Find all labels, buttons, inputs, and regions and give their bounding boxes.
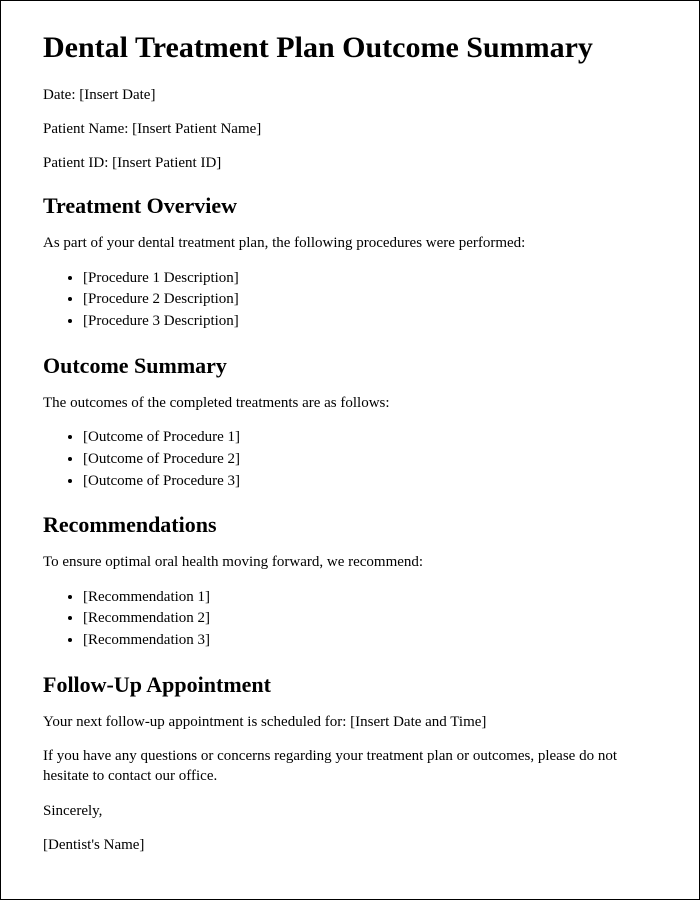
followup-contact-line: If you have any questions or concerns re… <box>43 746 657 787</box>
treatment-overview-intro: As part of your dental treatment plan, t… <box>43 233 657 253</box>
date-label: Date: <box>43 87 79 103</box>
followup-heading: Follow-Up Appointment <box>43 672 657 698</box>
patient-name-label: Patient Name: <box>43 121 132 137</box>
list-item: [Outcome of Procedure 1] <box>83 427 657 449</box>
recommendations-intro: To ensure optimal oral health moving for… <box>43 552 657 572</box>
patient-name-value: [Insert Patient Name] <box>132 121 261 137</box>
patient-id-value: [Insert Patient ID] <box>112 155 221 171</box>
treatment-overview-heading: Treatment Overview <box>43 193 657 219</box>
outcome-summary-intro: The outcomes of the completed treatments… <box>43 393 657 413</box>
outcome-summary-list: [Outcome of Procedure 1] [Outcome of Pro… <box>43 427 657 492</box>
treatment-overview-list: [Procedure 1 Description] [Procedure 2 D… <box>43 268 657 333</box>
recommendations-heading: Recommendations <box>43 512 657 538</box>
page-title: Dental Treatment Plan Outcome Summary <box>43 29 657 67</box>
outcome-summary-heading: Outcome Summary <box>43 353 657 379</box>
patient-id-line: Patient ID: [Insert Patient ID] <box>43 153 657 173</box>
list-item: [Outcome of Procedure 3] <box>83 471 657 493</box>
list-item: [Procedure 2 Description] <box>83 289 657 311</box>
document-page: Dental Treatment Plan Outcome Summary Da… <box>0 0 700 900</box>
date-line: Date: [Insert Date] <box>43 85 657 105</box>
list-item: [Outcome of Procedure 2] <box>83 449 657 471</box>
recommendations-list: [Recommendation 1] [Recommendation 2] [R… <box>43 587 657 652</box>
list-item: [Recommendation 2] <box>83 608 657 630</box>
patient-name-line: Patient Name: [Insert Patient Name] <box>43 119 657 139</box>
list-item: [Procedure 1 Description] <box>83 268 657 290</box>
list-item: [Procedure 3 Description] <box>83 311 657 333</box>
followup-schedule-line: Your next follow-up appointment is sched… <box>43 712 657 732</box>
date-value: [Insert Date] <box>79 87 155 103</box>
closing-line: Sincerely, <box>43 801 657 821</box>
signer-name: [Dentist's Name] <box>43 835 657 855</box>
list-item: [Recommendation 1] <box>83 587 657 609</box>
list-item: [Recommendation 3] <box>83 630 657 652</box>
patient-id-label: Patient ID: <box>43 155 112 171</box>
